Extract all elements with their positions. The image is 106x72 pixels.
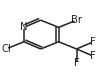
Text: N: N (20, 22, 28, 32)
Text: Br: Br (71, 15, 82, 25)
Text: Cl: Cl (1, 44, 11, 54)
Text: F: F (74, 58, 79, 68)
Text: F: F (91, 51, 96, 61)
Text: F: F (91, 37, 96, 47)
